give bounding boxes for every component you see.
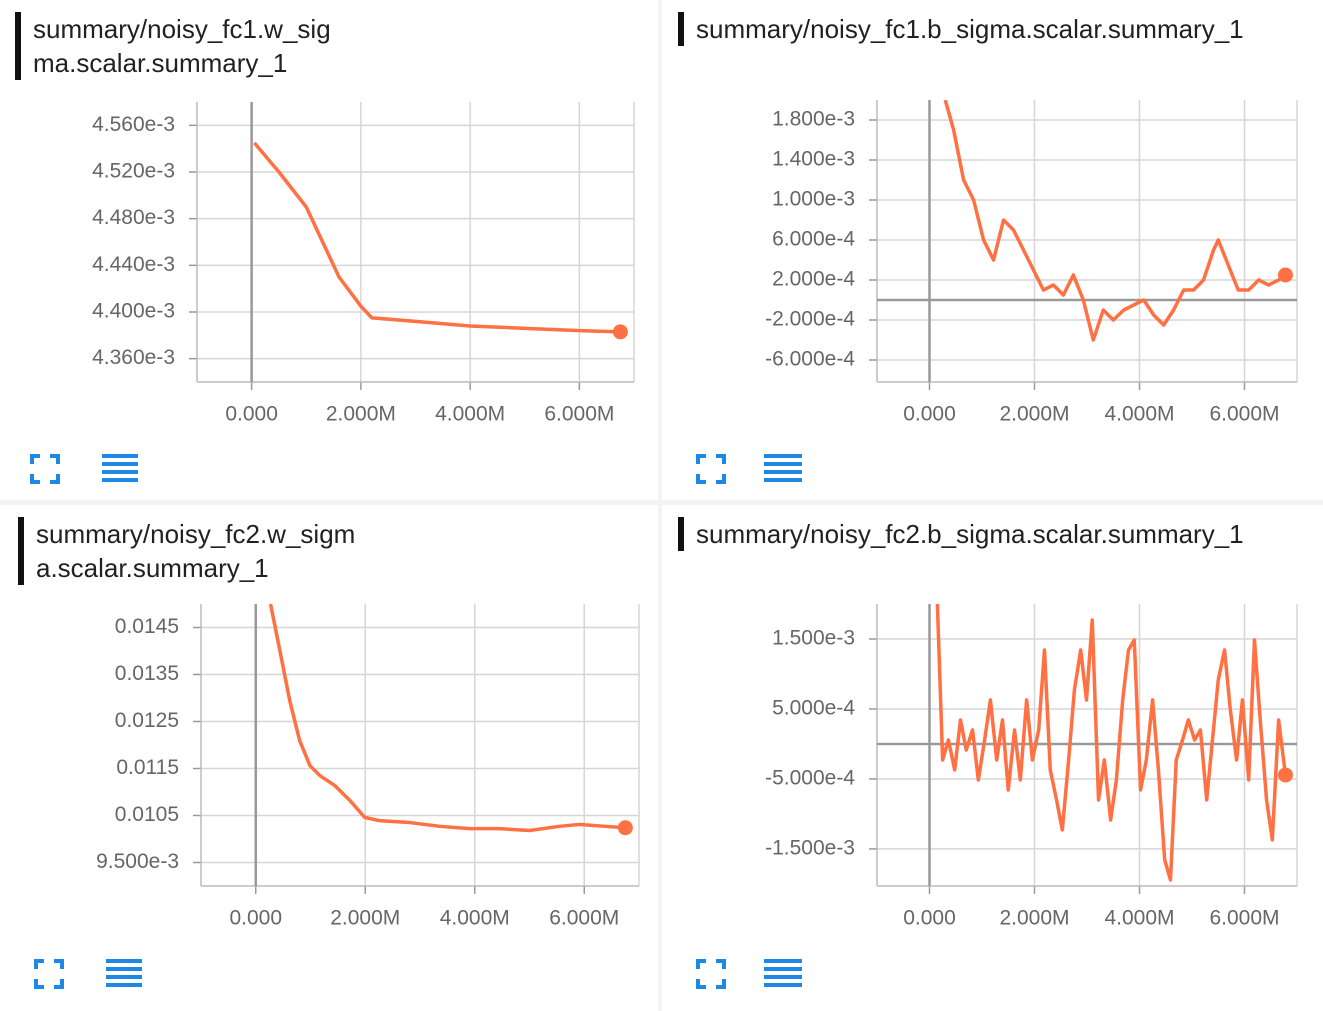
- chart-title: summary/noisy_fc2.w_sigma.scalar.summary…: [18, 517, 358, 585]
- chart-card: summary/noisy_fc1.b_sigma.scalar.summary…: [662, 0, 1323, 500]
- x-tick-label: 2.000M: [330, 907, 400, 930]
- data-table-button[interactable]: [106, 959, 142, 987]
- data-table-button[interactable]: [764, 959, 802, 987]
- y-tick-label: 1.500e-3: [772, 627, 855, 650]
- y-tick-label: 2.000e-4: [772, 268, 855, 291]
- series-line: [943, 100, 1287, 342]
- series-line: [253, 141, 621, 334]
- fullscreen-button[interactable]: [696, 454, 726, 484]
- card-actions: [696, 959, 802, 989]
- y-tick-label: -5.000e-4: [765, 766, 855, 789]
- x-tick-label: 4.000M: [435, 403, 505, 426]
- y-tick-label: 0.0135: [115, 662, 179, 685]
- x-tick-label: 4.000M: [1104, 403, 1174, 426]
- chart: 1.800e-3 1.400e-3 1.000e-3 6.000e-4 2.000e-4…: [765, 100, 1298, 426]
- chart: 4.560e-3 4.520e-3 4.480e-3 4.440e-3 4.400e-3…: [92, 102, 635, 426]
- chart-title: summary/noisy_fc1.w_sigma.scalar.summary…: [15, 12, 351, 80]
- y-tick-label: 4.480e-3: [92, 206, 175, 229]
- x-tick-label: 4.000M: [440, 907, 510, 930]
- chart-card: summary/noisy_fc2.w_sigma.scalar.summary…: [0, 505, 658, 1011]
- chart-card: summary/noisy_fc2.b_sigma.scalar.summary…: [662, 505, 1323, 1011]
- chart: 1.500e-3 5.000e-4 -5.000e-4 -1.500e-3 0.000 2…: [765, 604, 1298, 930]
- last-point: [617, 820, 633, 836]
- y-tick-label: 0.0125: [115, 709, 179, 732]
- x-tick-label: 2.000M: [326, 403, 396, 426]
- y-tick-label: 1.400e-3: [772, 148, 855, 171]
- y-tick-label: 4.360e-3: [92, 346, 175, 369]
- x-tick-label: 6.000M: [1209, 403, 1279, 426]
- y-tick-label: 1.800e-3: [772, 108, 855, 131]
- y-tick-label: 1.000e-3: [772, 188, 855, 211]
- last-point: [612, 324, 628, 340]
- y-tick-label: 6.000e-4: [772, 228, 855, 251]
- x-tick-label: 6.000M: [549, 907, 619, 930]
- y-tick-label: -6.000e-4: [765, 348, 855, 371]
- series-line: [268, 604, 626, 833]
- chart: 0.0145 0.0135 0.0125 0.0115 0.0105 9.500e-3 0.…: [96, 604, 640, 930]
- y-tick-label: 4.400e-3: [92, 300, 175, 323]
- chart-title: summary/noisy_fc2.b_sigma.scalar.summary…: [678, 517, 1306, 551]
- data-table-button[interactable]: [102, 454, 138, 482]
- last-point: [1277, 267, 1293, 283]
- chart-card: summary/noisy_fc1.w_sigma.scalar.summary…: [0, 0, 658, 500]
- chart-title: summary/noisy_fc1.b_sigma.scalar.summary…: [678, 12, 1306, 46]
- x-tick-label: 6.000M: [544, 403, 614, 426]
- x-tick-label: 0.000: [903, 907, 956, 930]
- y-tick-label: 0.0105: [115, 803, 179, 826]
- y-tick-label: -1.500e-3: [765, 836, 855, 859]
- x-tick-label: 6.000M: [1209, 907, 1279, 930]
- x-tick-label: 4.000M: [1104, 907, 1174, 930]
- y-tick-label: 5.000e-4: [772, 697, 855, 720]
- y-tick-label: 0.0115: [116, 756, 179, 779]
- y-tick-label: -2.000e-4: [765, 308, 855, 331]
- data-table-button[interactable]: [764, 454, 802, 482]
- y-tick-label: 4.520e-3: [92, 160, 175, 183]
- y-tick-label: 4.560e-3: [92, 113, 175, 136]
- card-actions: [30, 454, 138, 484]
- last-point: [1277, 767, 1293, 783]
- card-actions: [696, 454, 802, 484]
- x-tick-label: 2.000M: [999, 403, 1069, 426]
- x-tick-label: 0.000: [225, 403, 278, 426]
- card-actions: [34, 959, 142, 989]
- x-tick-label: 2.000M: [999, 907, 1069, 930]
- y-tick-label: 9.500e-3: [96, 850, 179, 873]
- series-line: [935, 604, 1288, 882]
- x-tick-label: 0.000: [903, 403, 956, 426]
- y-tick-label: 4.440e-3: [92, 253, 175, 276]
- fullscreen-button[interactable]: [30, 454, 60, 484]
- x-tick-label: 0.000: [229, 907, 282, 930]
- y-tick-label: 0.0145: [115, 615, 179, 638]
- fullscreen-button[interactable]: [696, 959, 726, 989]
- fullscreen-button[interactable]: [34, 959, 64, 989]
